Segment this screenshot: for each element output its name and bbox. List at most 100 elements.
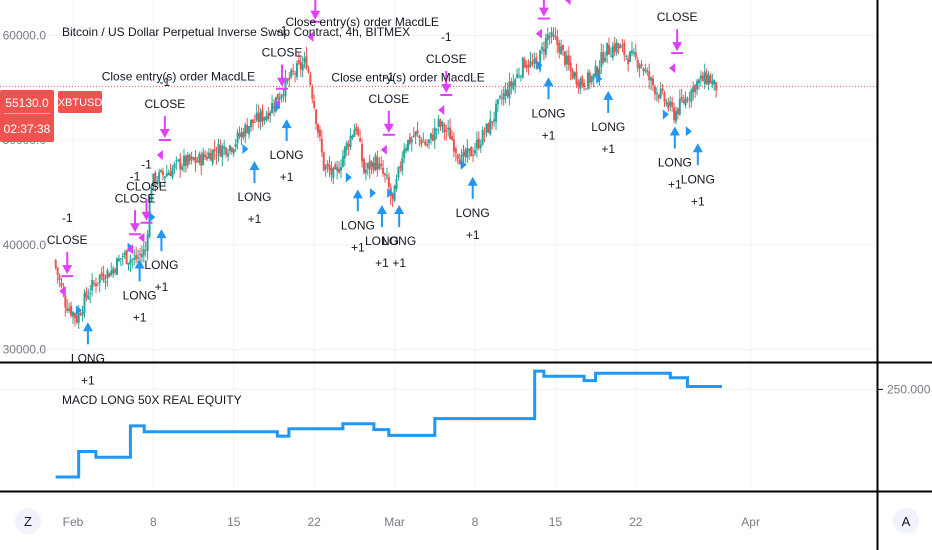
candle-up <box>163 176 166 179</box>
candle-down <box>464 149 467 157</box>
time-axis[interactable]: Feb 8 15 22 Mar 8 15 22 Apr <box>63 515 760 529</box>
candle-up <box>632 52 635 54</box>
order-annotation: Close entry(s) order MacdLE <box>102 69 255 83</box>
close-exit-marker <box>59 286 66 297</box>
candle-up <box>173 163 176 169</box>
candle-down <box>196 160 199 162</box>
candle-down <box>491 121 494 124</box>
candle-up <box>186 154 189 166</box>
equity-axis[interactable]: 250.000 <box>877 382 931 396</box>
long-label: LONG <box>591 120 625 134</box>
candle-up <box>146 234 149 251</box>
candle-down <box>382 167 385 174</box>
candle-up <box>697 79 700 84</box>
candle-down <box>192 157 195 160</box>
candle-up <box>485 123 488 133</box>
candle-up <box>646 70 649 72</box>
long-label: LONG <box>681 172 715 186</box>
chart-title: Bitcoin / US Dollar Perpetual Inverse Sw… <box>62 25 410 39</box>
close-exit-marker <box>564 0 571 6</box>
close-label: CLOSE <box>368 92 409 106</box>
long-entry-marker <box>369 188 376 199</box>
close-exit-marker <box>438 105 445 115</box>
close-arrow-head <box>62 265 73 275</box>
candle-up <box>611 46 614 59</box>
candle-up <box>473 150 476 154</box>
auto-scale-button-bg[interactable] <box>893 508 919 534</box>
candle-up <box>598 69 601 77</box>
long-qty: +1 <box>668 178 682 192</box>
candle-up <box>152 173 155 187</box>
candle-up <box>284 78 287 97</box>
close-qty: -1 <box>672 0 683 2</box>
candle-down <box>64 295 67 308</box>
candle-down <box>58 275 61 281</box>
candle-up <box>692 86 695 93</box>
candle-up <box>129 259 132 264</box>
close-arrow-head <box>277 77 288 87</box>
candle-up <box>158 172 161 184</box>
candle-down <box>705 73 708 84</box>
candle-up <box>336 167 339 171</box>
candle-up <box>83 293 86 314</box>
close-exit-marker <box>126 244 133 255</box>
candle-up <box>495 104 498 122</box>
candle-up <box>395 179 398 189</box>
candle-down <box>567 55 570 66</box>
candle-down <box>667 102 670 109</box>
candle-down <box>357 128 360 136</box>
price-tag-box <box>0 90 54 142</box>
candle-down <box>70 305 73 316</box>
candle-down <box>420 138 423 145</box>
auto-scale-button[interactable]: A <box>893 508 919 534</box>
candle-up <box>659 89 662 98</box>
long-arrow-head <box>543 77 554 87</box>
candle-down <box>535 57 538 64</box>
candle-up <box>177 159 180 161</box>
candle-down <box>75 315 78 323</box>
close-label: CLOSE <box>47 233 88 247</box>
candle-down <box>326 163 329 167</box>
candle-up <box>68 308 71 311</box>
candle-up <box>98 274 101 283</box>
candle-down <box>85 291 88 298</box>
candle-up <box>590 76 593 83</box>
candle-up <box>96 282 99 284</box>
candle-up <box>119 258 122 260</box>
candle-down <box>623 42 626 56</box>
candle-up <box>435 129 438 131</box>
candle-down <box>596 67 599 76</box>
price-tag-price: 55130.0 <box>5 96 49 110</box>
long-arrow-head <box>394 205 405 215</box>
candle-up <box>234 143 237 148</box>
candle-up <box>615 42 618 53</box>
candle-up <box>540 46 543 50</box>
candle-up <box>150 186 153 203</box>
candle-down <box>135 255 138 260</box>
long-qty: +1 <box>280 170 294 184</box>
candle-up <box>428 139 431 143</box>
candle-down <box>315 109 318 125</box>
candle-down <box>451 136 454 140</box>
candle-down <box>376 156 379 171</box>
long-entry-marker <box>75 305 82 316</box>
time-axis-label: 8 <box>150 515 157 529</box>
close-exit-marker <box>380 144 387 155</box>
candle-up <box>462 151 465 156</box>
timezone-button-label: Z <box>24 514 32 529</box>
long-qty: +1 <box>392 256 406 270</box>
candle-up <box>585 88 588 90</box>
candle-up <box>592 73 595 80</box>
long-entry-marker <box>536 60 543 71</box>
candle-up <box>475 139 478 149</box>
time-axis-label: Apr <box>741 515 760 529</box>
timezone-button[interactable]: Z <box>15 508 41 534</box>
candle-down <box>548 36 551 38</box>
candle-up <box>565 55 568 65</box>
candle-down <box>552 34 555 37</box>
candle-down <box>299 62 302 70</box>
candle-up <box>707 75 710 86</box>
timezone-button-bg[interactable] <box>15 508 41 534</box>
candle-down <box>554 35 557 38</box>
